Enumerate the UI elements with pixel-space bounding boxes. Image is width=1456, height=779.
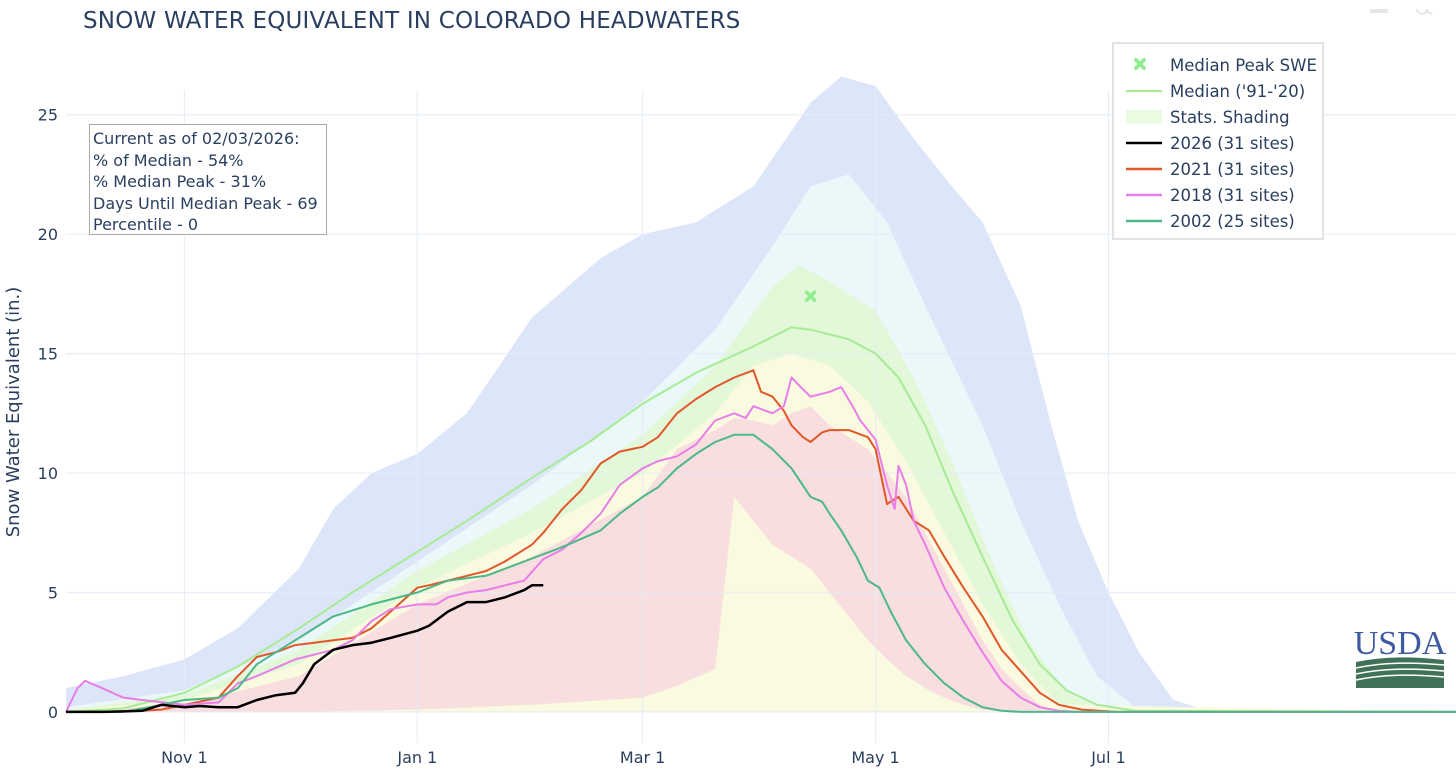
- legend-label: 2021 (31 sites): [1170, 159, 1295, 179]
- y-tick-label: 5: [48, 584, 58, 603]
- axes: 0 5 10 15 20 25 Nov 1 Jan 1 Mar 1 May 1 Jul 1: [38, 106, 1126, 767]
- series-2002: [66, 433, 1456, 713]
- legend-item-median[interactable]: Median ('91-'20): [1114, 78, 1305, 104]
- line-swatch-icon: [1122, 208, 1164, 234]
- stats-header: Current as of 02/03/2026:: [93, 129, 300, 148]
- stats-pct-median: % of Median - 54%: [93, 150, 244, 170]
- x-tick-label: May 1: [851, 748, 899, 767]
- legend-label: 2018 (31 sites): [1170, 185, 1295, 205]
- legend-item-stats-shading[interactable]: Stats. Shading: [1114, 104, 1290, 130]
- series-2021: [66, 369, 1456, 713]
- series-lines: [65, 326, 1456, 714]
- line-swatch-icon: [1122, 182, 1164, 208]
- usda-logo-text: USDA: [1354, 625, 1447, 662]
- band-30th-10th: [66, 406, 1456, 712]
- y-tick-label: 10: [38, 464, 58, 483]
- y-axis-label: Snow Water Equivalent (in.): [3, 287, 24, 538]
- shade-swatch-icon: [1122, 104, 1164, 130]
- stats-days-until-peak: Days Until Median Peak - 69: [93, 193, 318, 213]
- legend-label: Median ('91-'20): [1170, 81, 1306, 101]
- x-tick-label: Jan 1: [396, 748, 437, 767]
- legend-label: Stats. Shading: [1170, 107, 1290, 127]
- median-peak-layer: [804, 290, 817, 303]
- series-2018: [65, 376, 1456, 713]
- legend: Median Peak SWE Median ('91-'20) Stats. …: [1112, 42, 1324, 240]
- legend-label: 2026 (31 sites): [1170, 133, 1295, 153]
- y-tick-label: 0: [48, 703, 58, 722]
- x-marker-icon: [1122, 52, 1164, 78]
- current-stats-box: Current as of 02/03/2026: % of Median - …: [89, 124, 327, 235]
- y-tick-label: 15: [38, 345, 58, 364]
- camera-icon[interactable]: [1368, 0, 1390, 13]
- chart-title: SNOW WATER EQUIVALENT IN COLORADO HEADWA…: [83, 8, 741, 34]
- stat-bands: [66, 76, 1456, 712]
- y-tick-label: 20: [38, 225, 58, 244]
- y-tick-label: 25: [38, 106, 58, 125]
- x-tick-label: Mar 1: [620, 748, 665, 767]
- x-tick-label: Nov 1: [161, 748, 208, 767]
- legend-item-2021[interactable]: 2021 (31 sites): [1114, 156, 1295, 182]
- legend-item-2002[interactable]: 2002 (25 sites): [1114, 208, 1295, 234]
- legend-label: Median Peak SWE: [1170, 55, 1317, 75]
- legend-label: 2002 (25 sites): [1170, 211, 1295, 231]
- stats-pct-median-peak: % Median Peak - 31%: [93, 172, 267, 191]
- legend-item-2018[interactable]: 2018 (31 sites): [1114, 182, 1295, 208]
- zoom-icon[interactable]: [1414, 0, 1436, 15]
- line-swatch-icon: [1122, 78, 1164, 104]
- series-median: [65, 326, 1456, 713]
- x-tick-label: Jul 1: [1090, 748, 1126, 767]
- median-peak-marker: [804, 290, 817, 303]
- line-swatch-icon: [1122, 156, 1164, 182]
- line-swatch-icon: [1122, 130, 1164, 156]
- legend-item-2026[interactable]: 2026 (31 sites): [1114, 130, 1295, 156]
- usda-logo: USDA: [1352, 624, 1448, 690]
- stats-percentile: Percentile - 0: [93, 215, 199, 234]
- series-2026: [66, 584, 544, 714]
- legend-item-median-peak[interactable]: Median Peak SWE: [1114, 52, 1317, 78]
